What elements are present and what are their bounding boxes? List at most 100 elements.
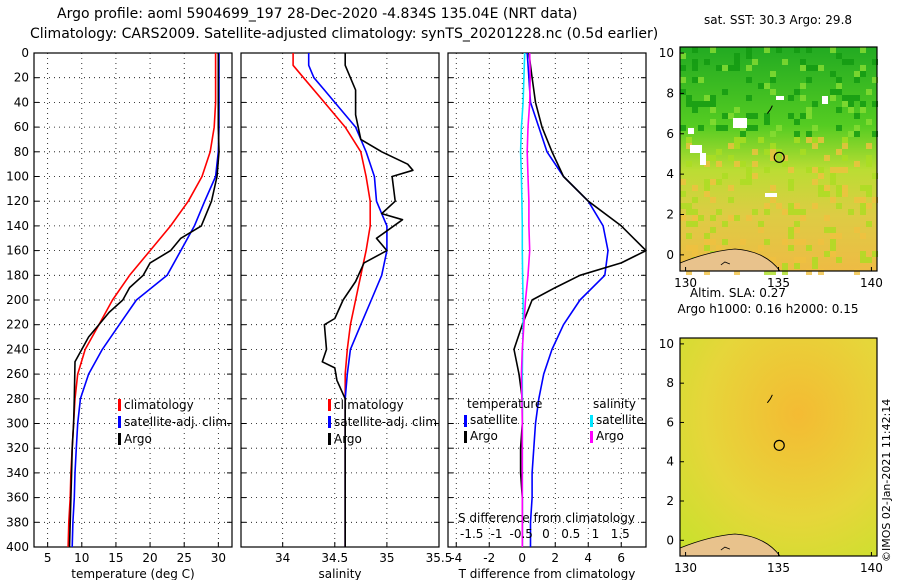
sst-pixel xyxy=(692,59,698,65)
series-line xyxy=(68,53,220,548)
sst-pixel xyxy=(788,185,794,191)
sst-pixel xyxy=(704,101,710,107)
sst-pixel xyxy=(860,257,866,263)
sst-pixel xyxy=(770,149,776,155)
sst-pixel xyxy=(860,203,866,209)
sst-pixel xyxy=(854,95,860,101)
sst-pixel xyxy=(746,47,752,53)
sst-pixel xyxy=(764,47,770,53)
sst-pixel xyxy=(830,47,836,53)
sst-pixel xyxy=(686,143,692,149)
sst-pixel xyxy=(842,167,848,173)
sst-pixel xyxy=(836,89,842,95)
sst-pixel xyxy=(740,161,746,167)
title-line-1: Argo profile: aoml 5904699_197 28-Dec-20… xyxy=(57,6,578,22)
s-tick-label: 1.5 xyxy=(611,527,630,541)
x-axis-label: salinity xyxy=(318,567,361,580)
s-tick-label: -1.5 xyxy=(460,527,483,541)
sst-pixel xyxy=(872,131,878,137)
sst-pixel xyxy=(782,269,788,275)
sst-pixel xyxy=(704,59,710,65)
sst-pixel xyxy=(710,47,716,53)
sst-pixel xyxy=(806,245,812,251)
sst-pixel xyxy=(806,47,812,53)
sst-pixel xyxy=(860,209,866,215)
sst-pixel xyxy=(842,143,848,149)
x-tick-label: 6 xyxy=(617,551,625,565)
sst-pixel xyxy=(722,239,728,245)
sst-pixel xyxy=(722,113,728,119)
sst-pixel xyxy=(866,257,872,263)
sst-pixel xyxy=(866,203,872,209)
sst-pixel xyxy=(728,155,734,161)
x-tick-label: 0 xyxy=(518,551,526,565)
sst-pixel xyxy=(818,269,824,275)
sst-pixel xyxy=(854,113,860,119)
sst-pixel xyxy=(836,77,842,83)
map-field xyxy=(680,338,877,556)
y-tick-label: 0 xyxy=(21,46,29,60)
legend-swatch xyxy=(118,399,121,411)
sst-pixel xyxy=(800,149,806,155)
map-title-line-1: Altim. SLA: 0.27 xyxy=(690,286,786,300)
x-tick-label: -2 xyxy=(483,551,495,565)
sst-pixel xyxy=(794,257,800,263)
island xyxy=(766,105,773,114)
y-tick-label: 10 xyxy=(659,337,674,351)
sst-pixel xyxy=(704,161,710,167)
sst-pixel xyxy=(722,65,728,71)
sst-pixel xyxy=(764,239,770,245)
sst-pixel xyxy=(830,89,836,95)
sst-pixel xyxy=(716,149,722,155)
legend-label: Argo xyxy=(334,432,362,446)
series-line xyxy=(513,52,647,547)
sst-pixel xyxy=(824,251,830,257)
sst-pixel xyxy=(836,167,842,173)
sst-pixel xyxy=(794,47,800,53)
y-tick-label: 120 xyxy=(6,194,29,208)
sst-pixel xyxy=(806,167,812,173)
x-tick-label: 20 xyxy=(142,551,157,565)
panel-temperature: 0 20 40 60 80 100 120 140 160 180 200 220 240 260 280 3… xyxy=(6,46,233,580)
sst-pixel xyxy=(776,47,782,53)
sst-pixel xyxy=(854,197,860,203)
sst-pixel xyxy=(746,113,752,119)
sst-pixel xyxy=(752,59,758,65)
sst-pixel xyxy=(710,197,716,203)
sst-pixel xyxy=(716,65,722,71)
sst-pixel xyxy=(716,161,722,167)
sst-pixel xyxy=(824,227,830,233)
map-title: sat. SST: 30.3 Argo: 29.8 xyxy=(704,13,852,27)
sst-pixel xyxy=(830,233,836,239)
sst-pixel xyxy=(794,131,800,137)
sst-pixel xyxy=(704,239,710,245)
sst-pixel xyxy=(686,269,692,275)
legend-title-temperature: temperature xyxy=(467,397,542,411)
sst-pixel xyxy=(812,257,818,263)
sst-pixel xyxy=(818,191,824,197)
sst-pixel xyxy=(704,245,710,251)
sst-pixel xyxy=(680,179,686,185)
sst-pixel xyxy=(782,209,788,215)
sst-pixel xyxy=(734,215,740,221)
sst-pixel xyxy=(788,203,794,209)
sst-pixel xyxy=(812,143,818,149)
sst-pixel xyxy=(860,101,866,107)
sst-pixel xyxy=(710,101,716,107)
legend-label: climatology xyxy=(124,398,194,412)
y-tick-label: 20 xyxy=(14,71,29,85)
sst-pixel xyxy=(782,155,788,161)
sst-pixel xyxy=(764,119,770,125)
sst-pixel xyxy=(806,113,812,119)
y-tick-label: 100 xyxy=(6,170,29,184)
sst-pixel xyxy=(812,101,818,107)
sst-pixel xyxy=(806,131,812,137)
series-line xyxy=(526,52,609,547)
s-tick-label: 0.5 xyxy=(561,527,580,541)
sst-pixel xyxy=(758,227,764,233)
sst-pixel xyxy=(848,131,854,137)
legend-swatch xyxy=(118,416,121,428)
sst-pixel xyxy=(710,227,716,233)
sst-pixel xyxy=(848,209,854,215)
sst-pixel xyxy=(788,209,794,215)
